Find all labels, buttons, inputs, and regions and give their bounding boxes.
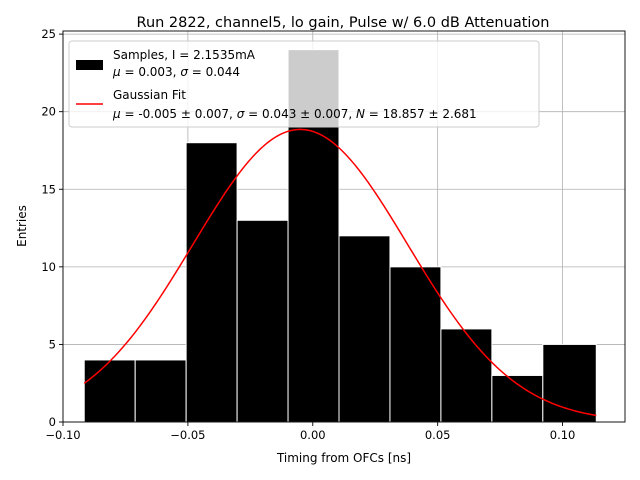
histogram-bar xyxy=(440,328,493,423)
histogram-bar xyxy=(83,359,136,423)
legend-samples-line2: μ = 0.003, σ = 0.044 xyxy=(112,65,240,79)
legend-fit-mu: μ xyxy=(112,107,121,121)
histogram-bar xyxy=(134,359,187,423)
x-tick-label: −0.10 xyxy=(45,428,80,442)
gaussian-fit-curve xyxy=(83,128,597,417)
histogram-bar xyxy=(542,343,597,423)
x-tick-label: 0.10 xyxy=(550,428,576,442)
y-tick-label: 5 xyxy=(49,337,56,351)
legend-samples-mu: μ xyxy=(112,65,121,79)
legend-samples-line1: Samples, I = 2.1535mA xyxy=(113,48,256,62)
legend-fit-sigma: σ xyxy=(237,107,245,121)
legend-samples-swatch xyxy=(76,60,103,70)
y-tick-label: 10 xyxy=(41,260,56,274)
legend-samples-sigma: σ xyxy=(180,65,188,79)
x-axis-label: Timing from OFCs [ns] xyxy=(276,451,411,465)
legend-samples-sigma-value: = 0.044 xyxy=(188,65,240,79)
y-tick-label: 25 xyxy=(41,27,56,41)
histogram-bar xyxy=(338,235,391,423)
chart-title: Run 2822, channel5, lo gain, Pulse w/ 6.… xyxy=(137,15,550,31)
legend-fit-n-value: = 18.857 ± 2.681 xyxy=(365,107,477,121)
legend-fit-line1: Gaussian Fit xyxy=(113,88,186,102)
legend-fit-n: N xyxy=(356,107,365,121)
x-tick-label: 0.05 xyxy=(425,428,451,442)
legend-fit-line2: μ = -0.005 ± 0.007, σ = 0.043 ± 0.007, N… xyxy=(112,107,477,121)
legend-fit-sigma-value: = 0.043 ± 0.007, xyxy=(244,107,356,121)
axis-ticks: −0.10 −0.05 0.00 0.05 0.10 0 5 10 15 20 25 xyxy=(41,27,575,442)
x-tick-label: 0.00 xyxy=(300,428,326,442)
legend: Samples, I = 2.1535mA μ = 0.003, σ = 0.0… xyxy=(68,40,540,128)
legend-samples-mu-value: = 0.003, xyxy=(121,65,181,79)
y-tick-label: 20 xyxy=(41,105,56,119)
y-tick-label: 0 xyxy=(49,415,56,429)
histogram-bar xyxy=(236,219,289,423)
histogram-bar xyxy=(185,142,238,423)
legend-box xyxy=(68,40,540,128)
x-tick-label: −0.05 xyxy=(170,428,205,442)
y-tick-label: 15 xyxy=(41,182,56,196)
histogram-bar xyxy=(389,266,442,423)
y-axis-label: Entries xyxy=(15,205,29,247)
axes-frame xyxy=(62,30,626,423)
histogram-bar xyxy=(491,374,544,423)
legend-fit-mu-value: = -0.005 ± 0.007, xyxy=(121,107,237,121)
